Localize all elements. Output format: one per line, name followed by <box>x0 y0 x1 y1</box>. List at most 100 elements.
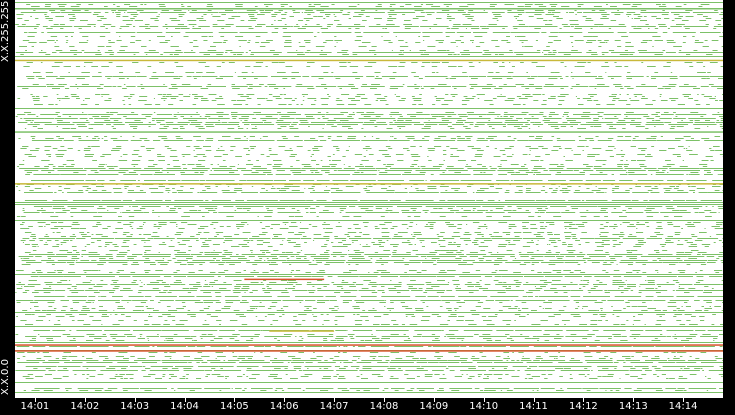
activity-segment <box>608 338 612 339</box>
activity-segment <box>638 52 664 53</box>
activity-segment <box>56 94 59 95</box>
activity-segment <box>34 28 37 29</box>
activity-segment <box>619 234 625 235</box>
activity-segment <box>427 148 436 149</box>
activity-segment <box>353 216 362 217</box>
activity-segment <box>626 172 628 173</box>
activity-segment <box>178 14 185 15</box>
activity-segment <box>181 84 191 85</box>
activity-segment <box>313 234 322 235</box>
activity-segment <box>119 28 122 29</box>
activity-segment <box>263 280 267 281</box>
activity-segment <box>52 330 66 331</box>
activity-segment <box>45 284 72 285</box>
activity-segment <box>375 330 384 331</box>
activity-segment <box>560 346 586 347</box>
activity-segment <box>88 114 114 115</box>
activity-segment <box>531 270 535 271</box>
activity-segment <box>271 62 279 63</box>
activity-segment <box>291 124 297 125</box>
activity-segment <box>104 358 109 359</box>
activity-segment <box>698 212 705 213</box>
activity-segment <box>421 336 440 337</box>
activity-segment <box>636 272 639 273</box>
activity-segment <box>241 288 250 289</box>
activity-segment <box>104 140 108 141</box>
activity-segment <box>599 42 606 43</box>
activity-segment <box>22 292 27 293</box>
activity-segment <box>427 296 439 297</box>
activity-segment <box>722 94 723 95</box>
y-axis-top-label-text: X.X.255.255 <box>0 0 11 62</box>
activity-segment <box>495 72 500 73</box>
activity-segment <box>293 12 300 13</box>
activity-segment <box>288 282 298 283</box>
activity-segment <box>139 190 144 191</box>
activity-segment <box>689 66 694 67</box>
activity-segment <box>83 270 92 271</box>
activity-segment <box>567 120 576 121</box>
activity-segment <box>424 118 437 119</box>
activity-segment <box>131 282 136 283</box>
activity-segment <box>166 96 170 97</box>
activity-segment <box>432 340 440 341</box>
activity-segment <box>564 226 572 227</box>
activity-segment <box>405 308 413 309</box>
activity-segment <box>199 116 202 117</box>
activity-segment <box>596 170 627 171</box>
activity-segment <box>180 28 190 29</box>
activity-segment <box>386 208 388 209</box>
activity-segment <box>607 138 614 139</box>
activity-segment <box>709 98 716 99</box>
activity-segment <box>580 280 583 281</box>
activity-segment <box>187 20 197 21</box>
activity-segment <box>320 50 323 51</box>
activity-segment <box>522 154 528 155</box>
activity-segment <box>530 258 535 259</box>
activity-segment <box>362 222 369 223</box>
activity-segment <box>20 148 27 149</box>
activity-segment <box>204 124 214 125</box>
activity-segment <box>135 200 163 201</box>
heatmap-canvas <box>15 2 723 393</box>
activity-segment <box>237 54 243 55</box>
activity-segment <box>576 256 584 257</box>
activity-segment <box>270 188 276 189</box>
activity-segment <box>434 374 440 375</box>
activity-segment <box>121 314 125 315</box>
activity-segment <box>682 42 686 43</box>
activity-segment <box>445 112 455 113</box>
activity-segment <box>688 258 697 259</box>
activity-segment <box>147 340 150 341</box>
activity-segment <box>524 118 532 119</box>
activity-segment <box>157 154 162 155</box>
activity-segment <box>629 188 633 189</box>
activity-segment <box>251 128 258 129</box>
activity-segment <box>183 368 192 369</box>
activity-segment <box>237 164 239 165</box>
activity-segment <box>615 86 623 87</box>
activity-segment <box>352 72 358 73</box>
activity-segment <box>260 42 270 43</box>
activity-segment <box>375 138 380 139</box>
activity-segment <box>82 236 91 237</box>
activity-segment <box>212 244 220 245</box>
activity-segment <box>461 54 470 55</box>
activity-segment <box>529 150 531 151</box>
activity-segment <box>199 310 204 311</box>
activity-segment <box>714 228 723 229</box>
activity-segment <box>597 140 612 141</box>
activity-segment <box>238 118 249 119</box>
activity-segment <box>675 138 684 139</box>
activity-segment <box>466 112 474 113</box>
activity-segment <box>46 86 65 87</box>
activity-segment <box>600 232 609 233</box>
activity-segment <box>237 208 243 209</box>
activity-segment <box>198 160 206 161</box>
activity-segment <box>583 296 610 297</box>
activity-segment <box>227 128 235 129</box>
activity-segment <box>657 88 664 89</box>
activity-segment <box>721 262 723 263</box>
activity-segment <box>229 256 245 257</box>
activity-segment <box>216 320 222 321</box>
